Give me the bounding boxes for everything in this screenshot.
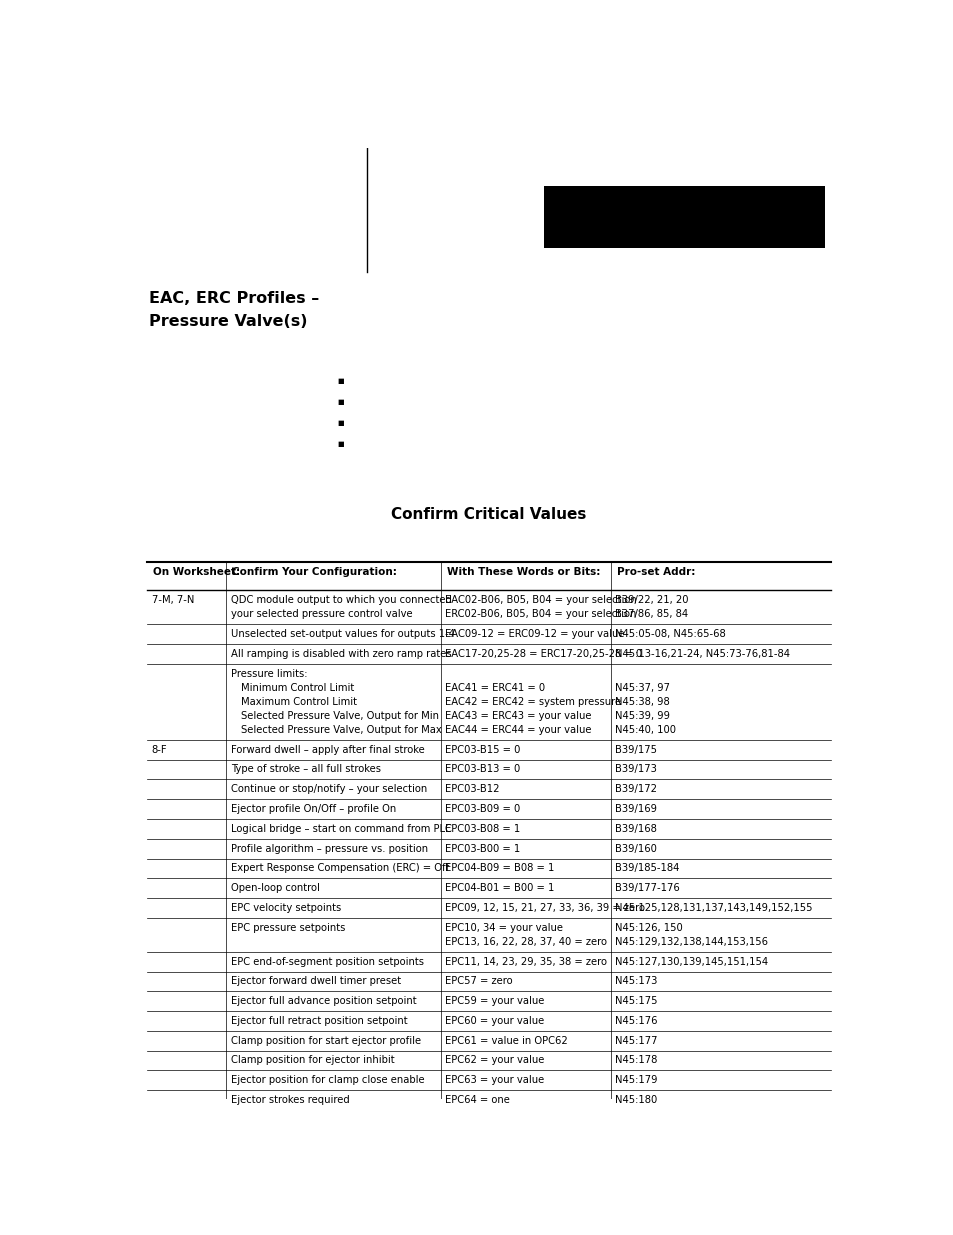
Text: Ejector full retract position setpoint: Ejector full retract position setpoint: [231, 1016, 407, 1026]
Text: EPC velocity setpoints: EPC velocity setpoints: [231, 903, 341, 913]
Text: N45:37, 97: N45:37, 97: [615, 683, 670, 693]
Text: Type of stroke – all full strokes: Type of stroke – all full strokes: [231, 764, 380, 774]
Text: EPC10, 34 = your value: EPC10, 34 = your value: [445, 923, 562, 932]
Text: B37/86, 85, 84: B37/86, 85, 84: [615, 609, 688, 619]
Text: Pressure limits:: Pressure limits:: [231, 668, 307, 678]
Text: EPC13, 16, 22, 28, 37, 40 = zero: EPC13, 16, 22, 28, 37, 40 = zero: [445, 936, 607, 947]
Text: N45:129,132,138,144,153,156: N45:129,132,138,144,153,156: [615, 936, 767, 947]
Text: Ejector full advance position setpoint: Ejector full advance position setpoint: [231, 997, 416, 1007]
Text: ■: ■: [337, 399, 344, 405]
Text: Confirm Your Configuration:: Confirm Your Configuration:: [233, 567, 396, 577]
Text: EAC44 = ERC44 = your value: EAC44 = ERC44 = your value: [445, 725, 591, 735]
Text: N45:125,128,131,137,143,149,152,155: N45:125,128,131,137,143,149,152,155: [615, 903, 812, 913]
Text: Maximum Control Limit: Maximum Control Limit: [241, 697, 356, 706]
Text: N45:40, 100: N45:40, 100: [615, 725, 676, 735]
Text: Selected Pressure Valve, Output for Max: Selected Pressure Valve, Output for Max: [241, 725, 441, 735]
Text: Selected Pressure Valve, Output for Min: Selected Pressure Valve, Output for Min: [241, 711, 438, 721]
Text: Ejector position for clamp close enable: Ejector position for clamp close enable: [231, 1076, 424, 1086]
Text: Unselected set-output values for outputs 1-4: Unselected set-output values for outputs…: [231, 629, 455, 638]
Text: Span Your Valves: Span Your Valves: [553, 226, 666, 240]
Text: EPC09, 12, 15, 21, 27, 33, 36, 39 = zero: EPC09, 12, 15, 21, 27, 33, 36, 39 = zero: [445, 903, 644, 913]
Text: B39/169: B39/169: [615, 804, 657, 814]
Text: N45:176: N45:176: [615, 1016, 658, 1026]
Text: N45:127,130,139,145,151,154: N45:127,130,139,145,151,154: [615, 956, 768, 967]
Text: EAC41 = ERC41 = 0: EAC41 = ERC41 = 0: [445, 683, 545, 693]
Text: B39/22, 21, 20: B39/22, 21, 20: [615, 595, 688, 605]
Text: N45:13-16,21-24, N45:73-76,81-84: N45:13-16,21-24, N45:73-76,81-84: [615, 648, 789, 658]
Text: B39/172: B39/172: [615, 784, 657, 794]
Text: Clamp position for ejector inhibit: Clamp position for ejector inhibit: [231, 1056, 395, 1066]
Text: Logical bridge – start on command from PLC: Logical bridge – start on command from P…: [231, 824, 452, 834]
Text: N45:38, 98: N45:38, 98: [615, 697, 669, 706]
Text: Profile algorithm – pressure vs. position: Profile algorithm – pressure vs. positio…: [231, 844, 428, 853]
Text: EPC end-of-segment position setpoints: EPC end-of-segment position setpoints: [231, 956, 423, 967]
Text: ERC02-B06, B05, B04 = your selection: ERC02-B06, B05, B04 = your selection: [445, 609, 636, 619]
Text: Ejector forward dwell timer preset: Ejector forward dwell timer preset: [231, 977, 400, 987]
Text: Confirm Critical Values: Confirm Critical Values: [391, 506, 586, 522]
Text: EPC61 = value in OPC62: EPC61 = value in OPC62: [445, 1036, 567, 1046]
Text: EPC03-B15 = 0: EPC03-B15 = 0: [445, 745, 520, 755]
Text: 8-F: 8-F: [152, 745, 167, 755]
Text: Pro-set Addr:: Pro-set Addr:: [617, 567, 695, 577]
Text: EPC59 = your value: EPC59 = your value: [445, 997, 544, 1007]
Text: EPC04-B09 = B08 = 1: EPC04-B09 = B08 = 1: [445, 863, 554, 873]
Text: N45:177: N45:177: [615, 1036, 658, 1046]
Text: EAC09-12 = ERC09-12 = your value: EAC09-12 = ERC09-12 = your value: [445, 629, 624, 638]
Text: Chapter  9: Chapter 9: [553, 201, 630, 215]
Text: EPC03-B09 = 0: EPC03-B09 = 0: [445, 804, 520, 814]
Text: B39/160: B39/160: [615, 844, 657, 853]
Text: N45:05-08, N45:65-68: N45:05-08, N45:65-68: [615, 629, 725, 638]
Text: EAC42 = ERC42 = system pressure: EAC42 = ERC42 = system pressure: [445, 697, 620, 706]
Text: Continue or stop/notify – your selection: Continue or stop/notify – your selection: [231, 784, 427, 794]
Text: EPC11, 14, 23, 29, 35, 38 = zero: EPC11, 14, 23, 29, 35, 38 = zero: [445, 956, 607, 967]
Text: EPC03-B13 = 0: EPC03-B13 = 0: [445, 764, 520, 774]
Text: EPC64 = one: EPC64 = one: [445, 1095, 510, 1105]
Text: N45:175: N45:175: [615, 997, 658, 1007]
Text: ■: ■: [337, 420, 344, 426]
Text: B39/168: B39/168: [615, 824, 657, 834]
Text: EAC17-20,25-28 = ERC17-20,25-28 = 0: EAC17-20,25-28 = ERC17-20,25-28 = 0: [445, 648, 641, 658]
Text: On Worksheet:: On Worksheet:: [153, 567, 240, 577]
Text: Clamp position for start ejector profile: Clamp position for start ejector profile: [231, 1036, 420, 1046]
Text: N45:179: N45:179: [615, 1076, 658, 1086]
Text: EPC60 = your value: EPC60 = your value: [445, 1016, 544, 1026]
Text: EPC03-B00 = 1: EPC03-B00 = 1: [445, 844, 520, 853]
Text: ■: ■: [337, 378, 344, 384]
Text: Expert Response Compensation (ERC) = Off: Expert Response Compensation (ERC) = Off: [231, 863, 449, 873]
Text: B39/175: B39/175: [615, 745, 657, 755]
Text: your selected pressure control valve: your selected pressure control valve: [231, 609, 412, 619]
Text: Forward dwell – apply after final stroke: Forward dwell – apply after final stroke: [231, 745, 424, 755]
Text: EAC, ERC Profiles –: EAC, ERC Profiles –: [149, 291, 318, 306]
Text: N45:39, 99: N45:39, 99: [615, 711, 670, 721]
Text: Ejector strokes required: Ejector strokes required: [231, 1095, 350, 1105]
Text: With These Words or Bits:: With These Words or Bits:: [446, 567, 599, 577]
Text: Ejector profile On/Off – profile On: Ejector profile On/Off – profile On: [231, 804, 395, 814]
Text: B39/173: B39/173: [615, 764, 657, 774]
Text: B39/177-176: B39/177-176: [615, 883, 679, 893]
Text: EPC57 = zero: EPC57 = zero: [445, 977, 513, 987]
Text: Pressure Valve(s): Pressure Valve(s): [149, 314, 307, 329]
Text: All ramping is disabled with zero ramp rates: All ramping is disabled with zero ramp r…: [231, 648, 451, 658]
Text: N45:180: N45:180: [615, 1095, 657, 1105]
FancyBboxPatch shape: [544, 186, 824, 248]
Text: N45:126, 150: N45:126, 150: [615, 923, 682, 932]
Text: N45:178: N45:178: [615, 1056, 657, 1066]
Text: B39/185-184: B39/185-184: [615, 863, 679, 873]
Text: EAC43 = ERC43 = your value: EAC43 = ERC43 = your value: [445, 711, 591, 721]
Text: QDC module output to which you connected: QDC module output to which you connected: [231, 595, 452, 605]
Text: Open-loop control: Open-loop control: [231, 883, 319, 893]
Text: EPC03-B08 = 1: EPC03-B08 = 1: [445, 824, 520, 834]
Text: 7-M, 7-N: 7-M, 7-N: [152, 595, 194, 605]
Text: EAC02-B06, B05, B04 = your selection: EAC02-B06, B05, B04 = your selection: [445, 595, 637, 605]
Text: EPC62 = your value: EPC62 = your value: [445, 1056, 544, 1066]
Text: EPC04-B01 = B00 = 1: EPC04-B01 = B00 = 1: [445, 883, 554, 893]
Text: ■: ■: [337, 441, 344, 447]
Text: EPC pressure setpoints: EPC pressure setpoints: [231, 923, 345, 932]
Text: N45:173: N45:173: [615, 977, 657, 987]
Text: EPC63 = your value: EPC63 = your value: [445, 1076, 544, 1086]
Text: EPC03-B12: EPC03-B12: [445, 784, 499, 794]
Text: Minimum Control Limit: Minimum Control Limit: [241, 683, 355, 693]
